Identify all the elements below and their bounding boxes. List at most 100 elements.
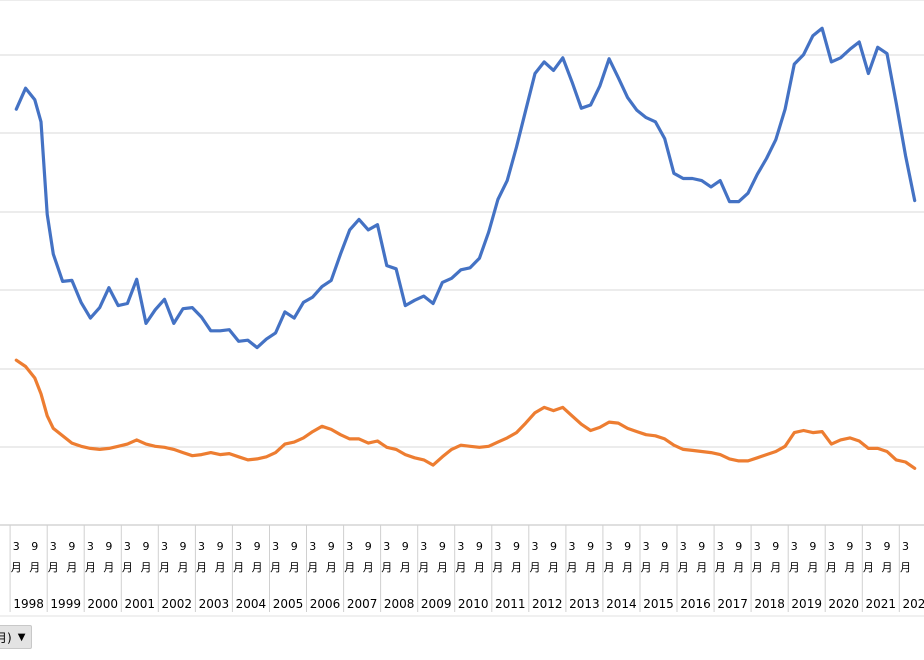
month-unit-label: 月 [381,561,392,574]
month-tick-label: 3 [198,540,205,553]
year-tick-label: 2004 [236,597,267,611]
month-tick-label: 9 [587,540,594,553]
month-unit-label: 月 [270,561,281,574]
month-tick-label: 9 [809,540,816,553]
month-tick-label: 3 [828,540,835,553]
month-tick-label: 3 [13,540,20,553]
month-unit-label: 月 [141,561,152,574]
month-tick-label: 3 [87,540,94,553]
month-unit-label: 月 [418,561,429,574]
month-unit-label: 月 [178,561,189,574]
month-unit-label: 月 [826,561,837,574]
month-unit-label: 月 [122,561,133,574]
month-tick-label: 9 [846,540,853,553]
month-tick-label: 9 [217,540,224,553]
year-tick-label: 2000 [87,597,118,611]
month-unit-label: 月 [678,561,689,574]
month-tick-label: 3 [754,540,761,553]
year-tick-label: 2006 [310,597,341,611]
year-tick-label: 2016 [680,597,711,611]
month-tick-label: 9 [439,540,446,553]
month-tick-label: 9 [772,540,779,553]
year-tick-label: 1998 [13,597,44,611]
month-unit-label: 月 [882,561,893,574]
month-unit-label: 月 [455,561,466,574]
month-tick-label: 9 [550,540,557,553]
year-tick-label: 2002 [162,597,193,611]
year-tick-label: 2015 [643,597,674,611]
month-tick-label: 3 [865,540,872,553]
month-tick-label: 9 [513,540,520,553]
month-unit-label: 月 [567,561,578,574]
month-unit-label: 月 [344,561,355,574]
year-tick-label: 2010 [458,597,489,611]
month-unit-label: 月 [437,561,448,574]
month-unit-label: 月 [530,561,541,574]
month-unit-label: 月 [733,561,744,574]
year-tick-label: 2007 [347,597,378,611]
month-unit-label: 月 [307,561,318,574]
year-tick-label: 2021 [866,597,897,611]
year-tick-label: 2012 [532,597,563,611]
month-tick-label: 3 [161,540,168,553]
month-unit-label: 月 [900,561,911,574]
year-tick-label: 2022 [903,597,924,611]
month-tick-label: 9 [402,540,409,553]
month-tick-label: 3 [309,540,316,553]
year-tick-label: 2001 [125,597,156,611]
month-unit-label: 月 [474,561,485,574]
month-unit-label: 月 [659,561,670,574]
month-unit-label: 月 [233,561,244,574]
month-unit-label: 月 [66,561,77,574]
month-unit-label: 月 [641,561,652,574]
month-tick-label: 3 [532,540,539,553]
month-tick-label: 3 [680,540,687,553]
chevron-down-icon: ▼ [17,631,26,643]
year-tick-label: 1999 [50,597,81,611]
month-unit-label: 月 [548,561,559,574]
month-unit-label: 月 [807,561,818,574]
filter-label: 月) [0,630,12,645]
month-tick-label: 9 [624,540,631,553]
month-tick-label: 9 [661,540,668,553]
month-unit-label: 月 [511,561,522,574]
month-tick-label: 3 [643,540,650,553]
month-unit-label: 月 [696,561,707,574]
filter-dropdown-button[interactable]: 月) ▼ [0,625,33,649]
year-tick-label: 2011 [495,597,526,611]
x-axis: 3月9月19983月9月19993月9月20003月9月20013月9月2002… [0,525,924,617]
year-tick-label: 2009 [421,597,452,611]
month-unit-label: 月 [363,561,374,574]
year-tick-label: 2014 [606,597,637,611]
month-unit-label: 月 [11,561,22,574]
month-tick-label: 9 [31,540,38,553]
month-unit-label: 月 [844,561,855,574]
month-tick-label: 9 [328,540,335,553]
month-tick-label: 3 [902,540,909,553]
month-tick-label: 9 [254,540,261,553]
month-tick-label: 3 [383,540,390,553]
month-tick-label: 9 [735,540,742,553]
month-unit-label: 月 [215,561,226,574]
month-unit-label: 月 [492,561,503,574]
month-tick-label: 9 [698,540,705,553]
month-unit-label: 月 [326,561,337,574]
year-tick-label: 2019 [791,597,822,611]
series-layer [14,26,917,470]
month-tick-label: 9 [180,540,187,553]
month-unit-label: 月 [585,561,596,574]
month-tick-label: 3 [457,540,464,553]
month-unit-label: 月 [196,561,207,574]
month-tick-label: 3 [346,540,353,553]
month-tick-label: 3 [494,540,501,553]
month-tick-label: 3 [717,540,724,553]
month-unit-label: 月 [622,561,633,574]
month-unit-label: 月 [789,561,800,574]
year-tick-label: 2005 [273,597,304,611]
month-unit-label: 月 [715,561,726,574]
month-unit-label: 月 [770,561,781,574]
month-unit-label: 月 [103,561,114,574]
month-tick-label: 3 [569,540,576,553]
month-tick-label: 3 [235,540,242,553]
